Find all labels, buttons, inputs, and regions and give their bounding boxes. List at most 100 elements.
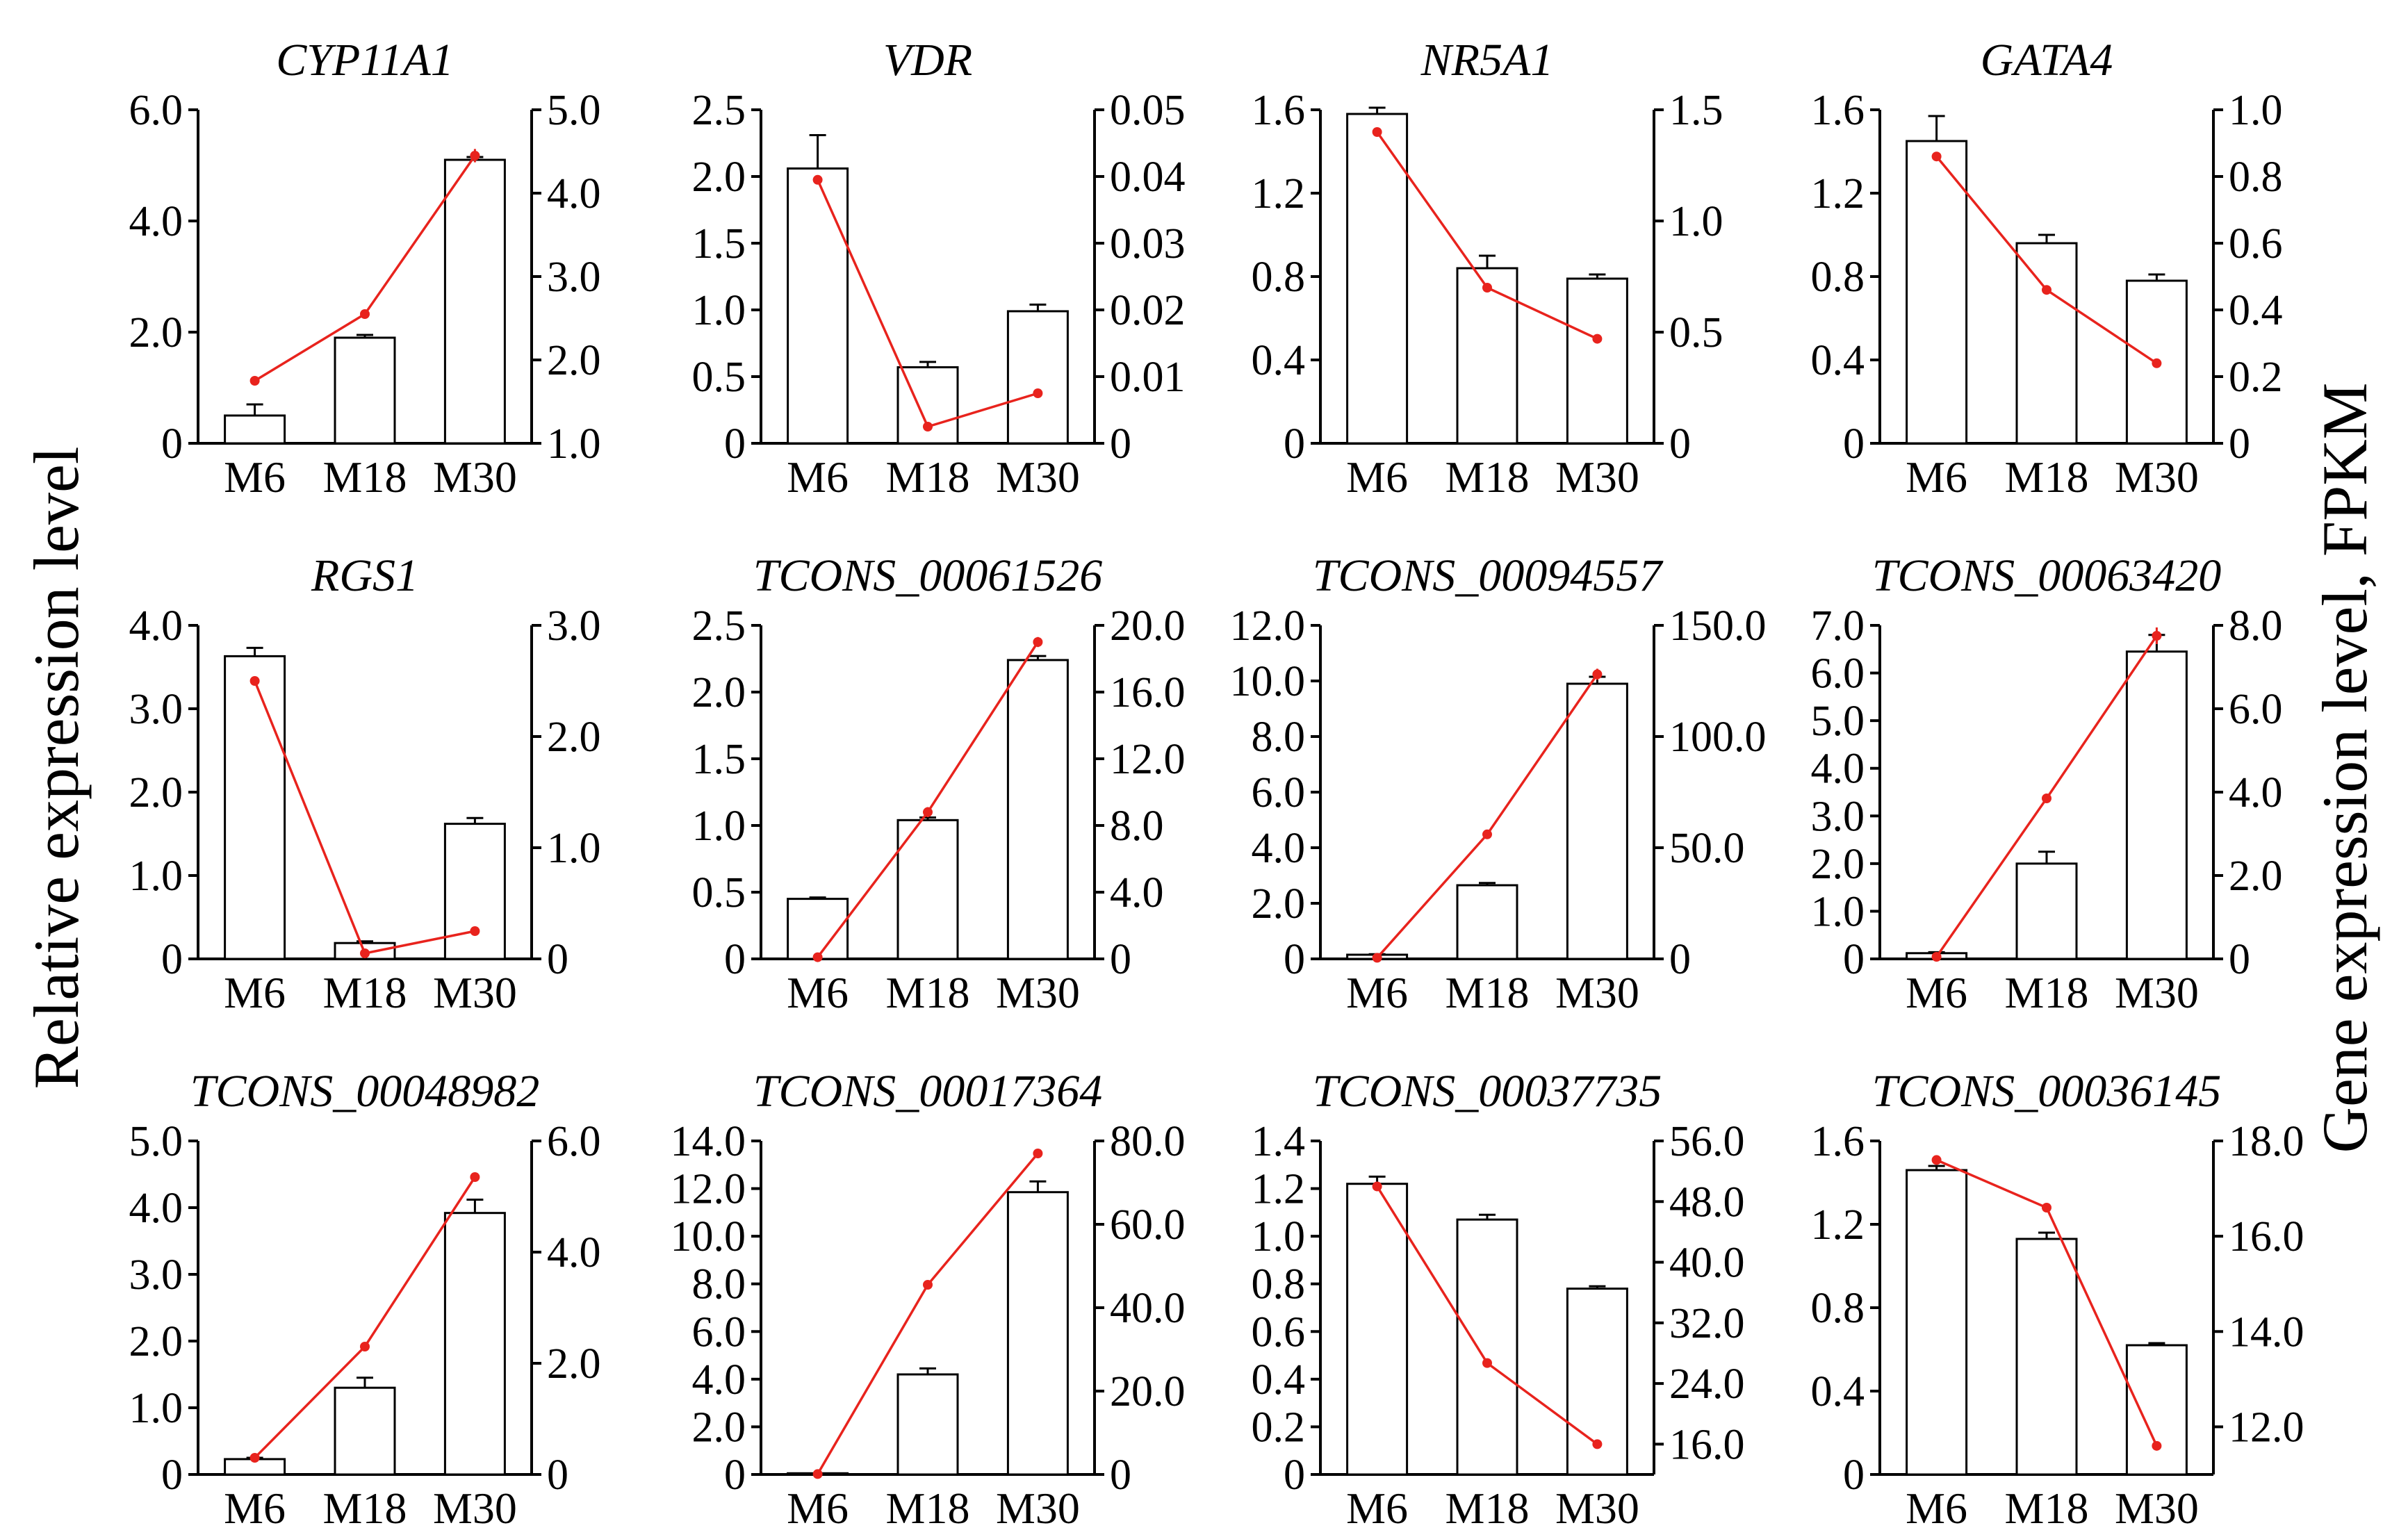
left-tick-label: 1.5 — [692, 220, 746, 268]
fpkm-point — [249, 676, 260, 686]
x-tick-label: M30 — [433, 452, 517, 502]
fpkm-point — [2042, 285, 2051, 295]
bar — [1006, 659, 1069, 960]
left-tick-label: 3.0 — [129, 1251, 183, 1299]
x-tick-label: M18 — [2005, 1483, 2089, 1533]
fpkm-point — [1931, 1155, 1942, 1165]
right-tick-label: 48.0 — [1669, 1178, 1745, 1226]
bar — [896, 1373, 959, 1476]
fpkm-point — [1482, 283, 1492, 293]
fpkm-point — [1931, 952, 1942, 962]
left-tick-label: 3.0 — [1811, 793, 1865, 840]
chart-panel: CYP11A1 0 2.0 4.0 6.0 1.0 2.0 3.0 4.0 5.0 M6 M18 M30 — [129, 35, 601, 502]
fpkm-point — [923, 1280, 933, 1290]
fpkm-point — [923, 807, 933, 817]
x-tick-label: M18 — [323, 968, 407, 1017]
x-tick-label: M18 — [1445, 968, 1530, 1017]
left-tick-label: 0 — [724, 1452, 746, 1499]
left-tick-label: 4.0 — [129, 602, 183, 650]
left-tick-label: 0 — [161, 1452, 183, 1499]
chart-title: TCONS_00037735 — [1313, 1066, 1662, 1117]
left-tick-label: 6.0 — [1252, 769, 1306, 816]
right-tick-label: 1.0 — [2229, 87, 2283, 134]
chart-title: GATA4 — [1981, 35, 2113, 85]
left-tick-label: 2.0 — [692, 1404, 746, 1451]
fpkm-point — [812, 174, 823, 185]
fpkm-point — [249, 376, 260, 386]
right-tick-label: 40.0 — [1110, 1285, 1186, 1332]
bar — [1346, 113, 1409, 445]
fpkm-point — [2152, 1440, 2162, 1451]
left-tick-label: 0 — [1284, 420, 1305, 468]
fpkm-point — [1592, 669, 1603, 680]
left-tick-label: 2.5 — [692, 87, 746, 134]
x-tick-label: M6 — [224, 968, 286, 1017]
fpkm-point — [360, 948, 370, 958]
x-tick-label: M18 — [323, 1483, 407, 1533]
right-tick-label: 2.0 — [2229, 853, 2283, 900]
right-tick-label: 0 — [1110, 1452, 1131, 1499]
x-tick-label: M30 — [1555, 452, 1639, 502]
x-tick-label: M18 — [1445, 1483, 1530, 1533]
bar — [787, 898, 849, 960]
right-tick-label: 80.0 — [1110, 1118, 1186, 1165]
x-tick-label: M6 — [1906, 452, 1967, 502]
right-tick-label: 0 — [1669, 936, 1691, 983]
bar — [1006, 1191, 1069, 1476]
right-tick-label: 2.0 — [547, 1340, 601, 1388]
fpkm-point — [812, 952, 823, 962]
bar — [443, 823, 506, 960]
bar — [2125, 650, 2188, 960]
left-tick-label: 0 — [1284, 1452, 1305, 1499]
bar — [2015, 1238, 2078, 1476]
left-tick-label: 0.4 — [1811, 337, 1865, 384]
chart-panel: TCONS_00037735 00.20.40.60.81.01.21.4 16.0… — [1252, 1066, 1745, 1533]
fpkm-point — [1482, 1358, 1492, 1368]
right-tick-label: 0 — [2229, 420, 2250, 468]
bar — [1456, 1218, 1518, 1476]
right-tick-label: 4.0 — [1110, 869, 1164, 917]
left-tick-label: 0 — [1284, 936, 1305, 983]
right-tick-label: 0.2 — [2229, 354, 2283, 401]
x-tick-label: M30 — [996, 1483, 1080, 1533]
x-tick-label: M30 — [996, 968, 1080, 1017]
fpkm-point — [1372, 953, 1382, 963]
right-tick-label: 0.5 — [1669, 309, 1723, 356]
x-tick-label: M30 — [433, 968, 517, 1017]
left-tick-label: 10.0 — [1230, 658, 1306, 705]
left-tick-label: 0.6 — [1252, 1308, 1306, 1356]
left-tick-label: 1.6 — [1811, 87, 1865, 134]
right-tick-label: 1.5 — [1669, 87, 1723, 134]
right-tick-label: 0.03 — [1110, 220, 1186, 268]
right-tick-label: 3.0 — [547, 254, 601, 301]
left-tick-label: 4.0 — [129, 1185, 183, 1232]
fpkm-point — [1931, 151, 1942, 162]
bar — [787, 167, 849, 445]
right-tick-label: 40.0 — [1669, 1240, 1745, 1287]
left-tick-label: 10.0 — [671, 1213, 746, 1260]
fpkm-point — [360, 1342, 370, 1351]
left-tick-label: 4.0 — [1811, 746, 1865, 793]
left-axis-label: Relative expression level — [21, 447, 92, 1090]
x-tick-label: M6 — [224, 1483, 286, 1533]
left-tick-label: 1.6 — [1252, 87, 1306, 134]
bar — [1906, 140, 1968, 445]
right-tick-label: 14.0 — [2229, 1308, 2304, 1356]
x-tick-label: M6 — [1346, 452, 1408, 502]
right-tick-label: 32.0 — [1669, 1300, 1745, 1347]
fpkm-point — [249, 1453, 260, 1463]
left-tick-label: 0.4 — [1252, 337, 1306, 384]
left-tick-label: 0 — [1843, 1452, 1865, 1499]
left-tick-label: 0 — [161, 936, 183, 983]
x-tick-label: M6 — [787, 1483, 849, 1533]
left-tick-label: 1.2 — [1811, 170, 1865, 217]
x-tick-label: M30 — [996, 452, 1080, 502]
left-tick-label: 0.5 — [692, 354, 746, 401]
fpkm-line — [253, 680, 475, 955]
x-tick-label: M6 — [224, 452, 286, 502]
x-tick-label: M30 — [2115, 1483, 2199, 1533]
left-tick-label: 0.8 — [1811, 254, 1865, 301]
left-tick-label: 0.2 — [1252, 1404, 1306, 1451]
bar — [443, 158, 506, 445]
fpkm-point — [1592, 334, 1603, 344]
